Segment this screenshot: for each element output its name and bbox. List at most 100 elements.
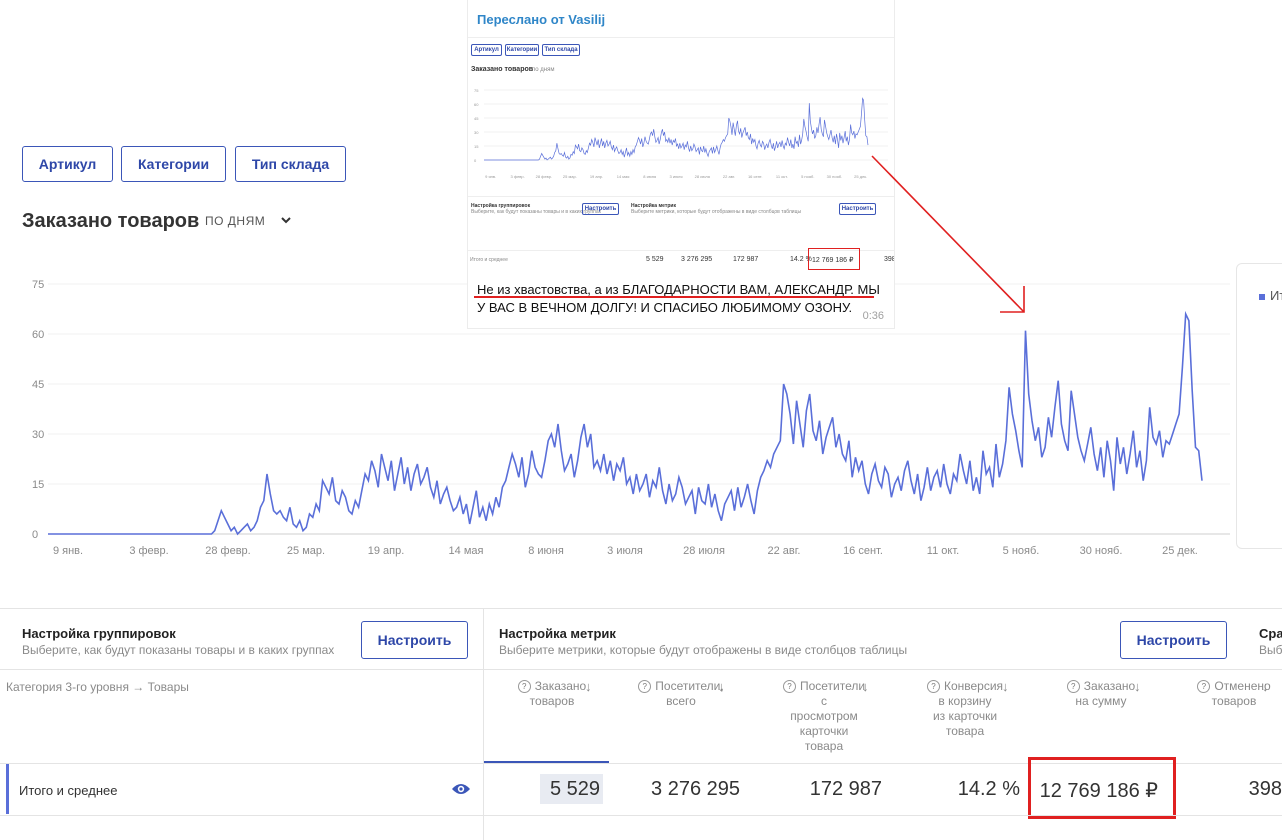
x-tick-label: 25 мар. <box>287 545 325 557</box>
chart-title: Заказано товаров <box>22 210 200 232</box>
grouping-title: Настройка группировок <box>22 626 176 641</box>
categories-filter-button[interactable]: Категории <box>121 146 226 182</box>
metric-column-label: Заказано товаров <box>529 679 587 708</box>
metric-column-header[interactable]: ? Посетители с просмотром карточки товара <box>764 679 884 754</box>
sort-arrow-icon[interactable]: ↓ <box>1134 679 1141 694</box>
sort-arrow-icon[interactable]: ↓ <box>1002 679 1009 694</box>
x-tick-label: 28 июля <box>683 545 725 557</box>
mini-highlight-frame <box>808 248 860 270</box>
mini-row-label: Итого и среднее <box>470 257 508 263</box>
mini-x-tick-label: 28 февр. <box>536 174 553 179</box>
mini-x-tick-label: 25 дек. <box>854 174 867 179</box>
divider <box>0 669 1282 670</box>
mini-x-tick-label: 28 июля <box>695 174 710 179</box>
mini-categories-button: Категории <box>505 44 539 56</box>
mini-value: 5 529 <box>646 256 664 263</box>
legend-label: Ит <box>1270 288 1282 303</box>
eye-icon[interactable] <box>451 781 471 802</box>
y-tick-label: 30 <box>32 429 44 441</box>
mini-x-tick-label: 30 нояб. <box>827 174 843 179</box>
sort-arrow-icon[interactable]: ↓ <box>585 679 592 694</box>
metric-column-label: Конверсия в корзину из карточки товара <box>932 679 1004 738</box>
metric-column-label: Посетители с просмотром карточки товара <box>790 679 866 753</box>
period-select[interactable]: по дням <box>205 214 266 228</box>
help-icon[interactable]: ? <box>782 680 796 693</box>
divider <box>468 37 894 38</box>
x-tick-label: 28 февр. <box>205 545 250 557</box>
metric-value: 12 769 186 ₽ <box>1039 780 1158 802</box>
metrics-configure-button[interactable]: Настроить <box>1120 621 1227 659</box>
mini-x-tick-label: 5 нояб. <box>801 174 814 179</box>
row-indicator <box>6 764 9 814</box>
mini-warehouse-button: Тип склада <box>542 44 580 56</box>
mini-value: 172 987 <box>733 256 759 263</box>
metric-column-header[interactable]: ? Конверсия в корзину из карточки товара <box>906 679 1024 739</box>
mini-metrics-sub: Выберите метрики, которые будут отображе… <box>631 209 802 215</box>
x-tick-label: 9 янв. <box>53 545 83 557</box>
message-caption: Не из хвастовства, а из БЛАГОДАРНОСТИ ВА… <box>477 282 880 315</box>
mini-y-tick-label: 0 <box>474 158 477 163</box>
compare-title: Сра <box>1259 626 1282 641</box>
mini-grouping-button: Настроить <box>582 203 619 215</box>
metric-column-header[interactable]: ? Отменено товаров <box>1184 679 1282 709</box>
metric-column-header[interactable]: ? Заказано товаров <box>497 679 607 709</box>
mini-y-tick-label: 45 <box>474 116 479 121</box>
mini-series-line <box>484 97 869 161</box>
y-tick-label: 45 <box>32 379 44 391</box>
metric-value: 5 529 <box>549 778 600 800</box>
mini-grouping-title: Настройка группировок <box>471 203 531 209</box>
metrics-title: Настройка метрик <box>499 626 616 641</box>
mini-x-tick-label: 19 апр. <box>590 174 603 179</box>
forwarded-from[interactable]: Переслано от Vasilij <box>477 12 606 27</box>
metric-value: 3 276 295 <box>651 778 740 800</box>
divider <box>0 608 1282 609</box>
chevron-down-icon[interactable] <box>280 214 292 228</box>
help-icon[interactable]: ? <box>1066 680 1080 693</box>
mini-x-tick-label: 3 февр. <box>510 174 524 179</box>
y-tick-label: 75 <box>32 279 44 291</box>
help-icon[interactable]: ? <box>517 680 531 693</box>
metrics-subtitle: Выберите метрики, которые будут отображе… <box>499 643 908 657</box>
x-tick-label: 25 дек. <box>1162 545 1198 557</box>
divider <box>468 196 894 197</box>
highlight-frame <box>1028 757 1176 819</box>
article-filter-button[interactable]: Артикул <box>22 146 113 182</box>
help-icon[interactable]: ? <box>926 680 940 693</box>
mini-y-tick-label: 30 <box>474 130 479 135</box>
warehouse-type-filter-button[interactable]: Тип склада <box>235 146 346 182</box>
divider <box>0 815 1282 816</box>
x-tick-label: 3 июля <box>607 545 643 557</box>
metric-value: 14.2 % <box>957 778 1020 800</box>
help-icon[interactable]: ? <box>638 680 652 693</box>
sort-arrow-icon[interactable]: ↓ <box>862 679 869 694</box>
forwarded-message: Переслано от Vasilij Артикул Категории Т… <box>468 0 894 328</box>
sort-arrow-icon[interactable]: ↓ <box>1262 679 1269 694</box>
metric-value: 172 987 <box>809 778 882 800</box>
mini-metrics-title: Настройка метрик <box>631 203 676 209</box>
x-tick-label: 22 авг. <box>768 545 801 557</box>
mini-x-tick-label: 22 авг. <box>723 174 735 179</box>
mini-value: 12 769 186 ₽ <box>812 257 854 264</box>
help-icon[interactable]: ? <box>1197 680 1211 693</box>
mini-line-chart: 0 15 30 45 60 75 9 янв. 3 февр. 28 февр. 25 мар. 1… <box>474 88 888 179</box>
mini-metrics-button: Настроить <box>839 203 876 215</box>
y-tick-label: 0 <box>32 529 38 541</box>
mini-y-tick-label: 15 <box>474 144 479 149</box>
x-tick-label: 8 июня <box>528 545 564 557</box>
x-tick-label: 3 февр. <box>129 545 168 557</box>
mini-chart-title: Заказано товаров <box>471 66 534 73</box>
metric-column-header[interactable]: ? Посетители, всего <box>622 679 740 709</box>
orders-line-chart: 0 15 30 45 60 75 9 янв. 3 февр. 28 февр. 25 мар. 1… <box>32 279 1230 557</box>
value-highlight <box>540 774 603 804</box>
grouping-configure-button[interactable]: Настроить <box>361 621 468 659</box>
mini-x-tick-label: 9 янв. <box>485 174 496 179</box>
sort-arrow-icon[interactable]: ↓ <box>718 679 725 694</box>
x-tick-label: 30 нояб. <box>1080 545 1123 557</box>
x-tick-label: 14 мая <box>449 545 484 557</box>
active-column-indicator <box>484 761 609 763</box>
metric-column-header[interactable]: ? Заказано на сумму <box>1046 679 1156 709</box>
mini-value: 14.2 % <box>790 256 812 263</box>
total-row-label: Итого и среднее <box>19 783 118 798</box>
metric-value: 398 <box>1248 778 1282 800</box>
grouping-column-header[interactable]: Категория 3-го уровня → Товары <box>6 680 189 694</box>
